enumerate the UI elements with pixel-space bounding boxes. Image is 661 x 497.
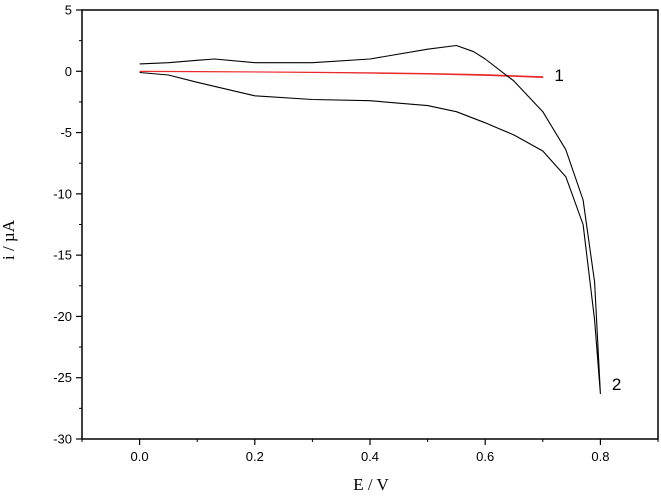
y-tick-label: -30 <box>53 432 72 447</box>
curve-label-1: 1 <box>554 66 563 85</box>
y-tick-label: -10 <box>53 186 72 201</box>
x-tick-label: 0.4 <box>361 449 379 464</box>
curves <box>139 44 601 395</box>
y-axis-label: i / µA <box>0 219 18 260</box>
y-tick-label: -25 <box>53 370 72 385</box>
x-tick-label: 0.0 <box>131 449 149 464</box>
x-axis-label: E / V <box>353 475 389 494</box>
x-tick-label: 0.6 <box>476 449 494 464</box>
y-tick-label: -5 <box>60 125 72 140</box>
x-tick-label: 0.8 <box>591 449 609 464</box>
y-tick-label: -20 <box>53 309 72 324</box>
y-tick-label: 0 <box>65 64 72 79</box>
tick-labels: 0.0 0.2 0.4 0.6 0.8 5 0 -5 -10 -15 -20 -25 -30 <box>53 3 609 465</box>
curve-label-2: 2 <box>612 375 621 394</box>
y-tick-label: 5 <box>65 3 72 18</box>
series-1-line <box>139 70 544 78</box>
curve-labels: 12 <box>554 66 621 394</box>
series-2-line <box>139 44 601 395</box>
plot-frame <box>81 9 659 440</box>
x-tick-label: 0.2 <box>246 449 264 464</box>
plot-border <box>81 9 659 440</box>
y-tick-label: -15 <box>53 248 72 263</box>
axis-ticks <box>76 9 659 445</box>
